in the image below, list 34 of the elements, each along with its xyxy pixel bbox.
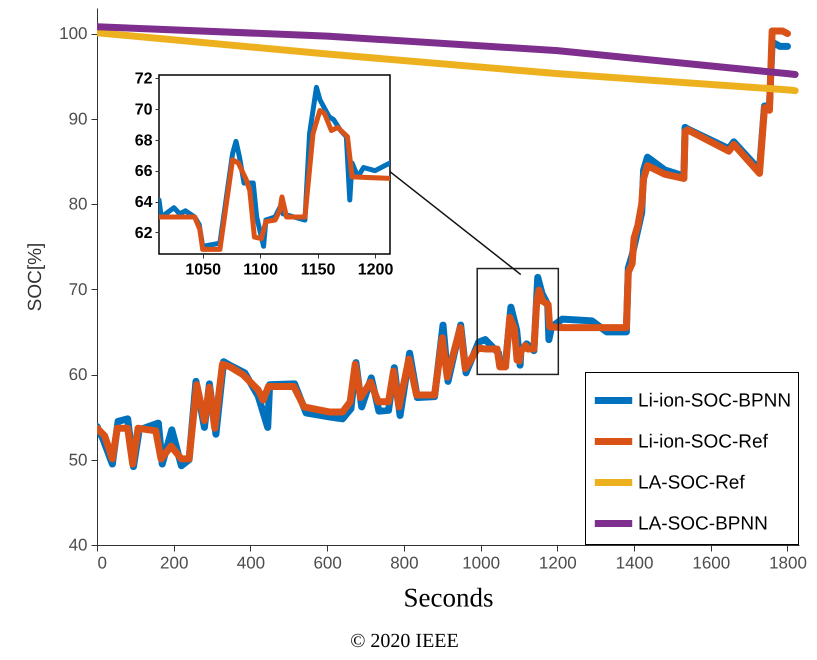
text: © 2020 IEEE: [349, 630, 460, 653]
y-tick-label: 66: [134, 163, 153, 180]
x-tick-label: 1000: [462, 554, 500, 572]
x-tick-label: 0: [98, 554, 107, 572]
y-tick-label: 72: [134, 70, 153, 88]
x-tick-label: 1050: [185, 262, 222, 278]
x-tick-label: 1400: [616, 554, 654, 572]
x-axis-title: Seconds: [404, 582, 494, 612]
x-tick-label: 1100: [243, 262, 278, 278]
x-tick-label: 1150: [300, 262, 336, 278]
y-tick-label: 70: [134, 101, 153, 118]
x-tick-label: 800: [390, 554, 419, 572]
y-tick-label: 50: [68, 450, 88, 470]
x-tick-label: 1600: [692, 554, 730, 572]
legend-label: Li-ion-SOC-BPNN: [638, 390, 792, 412]
x-tick-label: 400: [236, 554, 266, 572]
y-tick-label: 70: [68, 280, 88, 299]
legend-label: LA-SOC-Ref: [638, 472, 746, 494]
y-tick-label: 40: [68, 536, 88, 554]
x-tick-label: 1200: [538, 554, 577, 572]
x-tick-label: 1800: [769, 554, 807, 572]
y-tick-label: 64: [134, 194, 153, 212]
legend-label: Li-ion-SOC-Ref: [638, 432, 769, 452]
x-tick-label: 200: [160, 554, 188, 572]
y-tick-label: 68: [134, 132, 153, 150]
legend-label: LA-SOC-BPNN: [638, 514, 768, 534]
x-tick-label: 600: [313, 554, 342, 572]
y-tick-label: 90: [68, 109, 88, 128]
y-axis-title: SOC[%]: [25, 242, 46, 312]
y-tick-label: 62: [134, 224, 153, 242]
y-tick-label: 60: [68, 365, 88, 384]
x-tick-label: 1200: [358, 262, 394, 278]
y-tick-label: 80: [68, 194, 88, 214]
y-tick-label: 100: [59, 24, 88, 44]
